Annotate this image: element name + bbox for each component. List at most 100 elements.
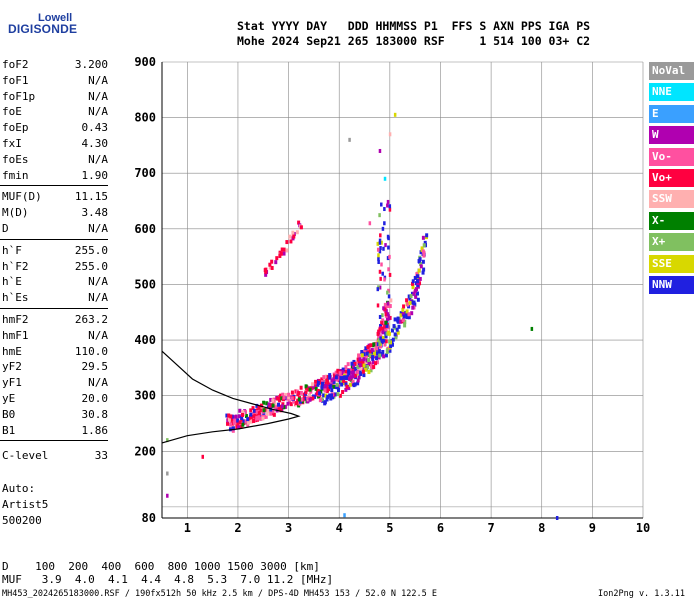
trace-streak-point [378,249,382,254]
trace-o-point [242,419,246,424]
trace-x-point [332,379,336,384]
param-row-yf2: yF2 29.5 [2,360,108,374]
trace-x-point [342,375,346,380]
legend-item-sse: SSE [649,254,694,273]
param-separator [0,308,108,309]
trace-x-point [371,355,375,360]
trace-o-point [279,404,283,409]
trace-o-point [282,395,286,400]
trace-x-point [322,393,326,398]
trace-x-point [410,291,414,296]
trace-x-point [342,379,346,384]
trace-streak-point [385,331,389,336]
trace-o-point [381,330,385,335]
trace-o-point [306,396,310,401]
x-tick-label: 8 [538,521,545,535]
legend-item-e: E [649,104,694,123]
trace-o-point [344,369,348,374]
trace-streak-point [376,247,380,252]
trace-o-point [341,367,345,372]
param-value: 1.86 [81,423,109,437]
trace-x-point [339,376,343,381]
trace-o-point [283,404,287,409]
trace-upper-point [282,251,286,256]
trace-o-point [292,399,296,404]
trace-x-point [377,337,381,342]
trace-x-point [381,350,385,355]
trace-x-point [367,358,371,363]
trace-o-point [380,326,384,331]
legend-item-vo: Vo+ [649,169,694,187]
trace-streak-point [387,245,390,250]
trace-o-point [240,415,244,420]
sparse-point [393,112,397,117]
trace-x-point [350,382,354,387]
param-name: h`E [2,275,22,289]
trace-streak-point [388,207,392,212]
trace-o-point [238,408,242,413]
trace-o-point [383,302,387,307]
chart-grid [162,61,644,518]
trace-x-point [396,316,400,321]
trace-x-point [407,315,411,320]
trace-x-point [396,330,400,335]
trace-x-point [340,382,344,387]
trace-streak-point [379,233,382,238]
trace-x-point [421,270,425,275]
trace-o-point [269,407,273,412]
param-value: 4.30 [81,137,109,150]
param-row-fof2: foF2 3.200 [2,58,108,72]
chart-axes [161,62,643,519]
trace-o-point [296,398,300,403]
trace-o-point [236,422,240,427]
trace-x-point [354,366,358,371]
trace-x-point [402,304,406,309]
trace-x-point [418,281,422,286]
y-tick-label: 700 [134,166,156,180]
trace-o-point [230,417,234,422]
trace-streak-point [388,254,391,259]
param-row-hme: hmE 110.0 [2,345,108,359]
x-tick-label: 2 [234,521,241,535]
trace-x-point [422,253,426,258]
param-name: B0 [2,407,16,421]
trace-x-point [408,296,412,301]
trace-o-point [288,395,292,400]
param-row-foes: foEs N/A [2,153,108,167]
trace-x-point [353,382,357,387]
trace-o-point [350,370,354,375]
param-name: h`F2 [2,259,29,273]
trace-o-point [385,316,389,321]
trace-o-point [229,422,233,427]
trace-o-point [349,375,353,380]
trace-o-point [304,390,308,395]
trace-x-point [409,294,413,299]
trace-x-point [416,291,420,296]
trace-o-point [232,420,236,425]
trace-streak-point [383,342,387,347]
trace-x-point [347,376,351,381]
trace-x-point [362,363,366,368]
trace-x-point [326,380,330,385]
trace-x-point [362,373,366,378]
trace-streak-point [387,316,391,321]
trace-o-point [314,386,318,391]
trace-o-point [279,408,283,413]
param-value: N/A [88,275,108,289]
sparse-point [348,137,351,142]
trace-o-point [372,342,376,347]
sparse-point [166,471,169,476]
trace-o-point [267,402,271,407]
sparse-point [378,148,382,153]
trace-x-point [416,297,420,302]
trace-streak-point [378,213,381,218]
trace-o-point [231,426,235,431]
param-name: foEp [2,121,29,135]
trace-x-point [348,382,352,387]
trace-streak-point [377,256,380,261]
trace-o-point [336,368,340,373]
trace-o-point [262,400,266,405]
param-value: N/A [88,376,108,390]
trace-x-point [347,369,351,374]
electron-density-profile [161,350,301,444]
